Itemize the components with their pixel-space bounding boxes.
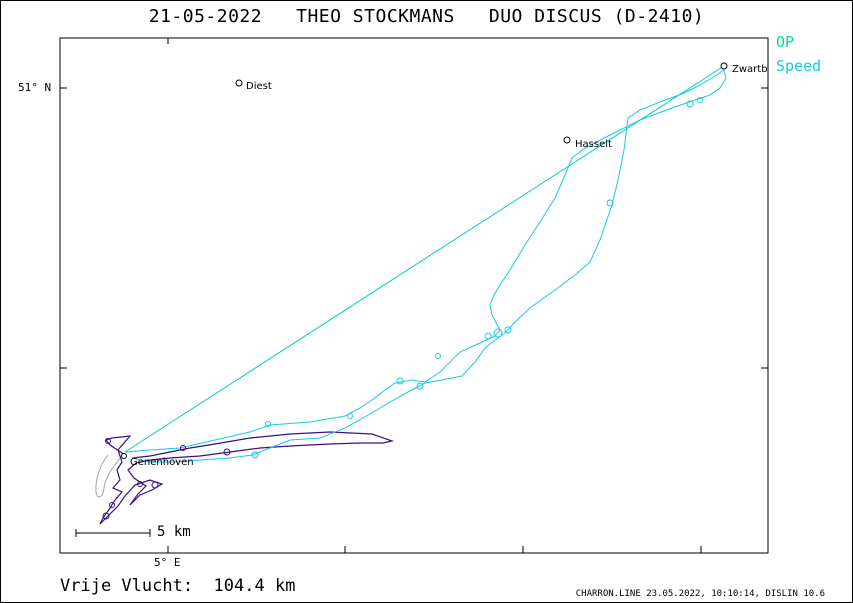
- legend-op: OP: [776, 33, 795, 51]
- place-label-zwartb: Zwartb: [732, 64, 768, 75]
- purple-loops: [102, 438, 231, 520]
- place-marker-zwartb: [720, 62, 728, 70]
- distance-summary: Vrije Vlucht: 104.4 km: [60, 576, 295, 596]
- scale-bar: [75, 529, 151, 537]
- pilot-name: THEO STOCKMANS: [296, 6, 455, 27]
- distance-value: 104.4 km: [213, 576, 296, 596]
- place-label-diest: Diest: [246, 81, 272, 92]
- axis-ticks: [60, 38, 768, 553]
- track-purple: [99, 431, 395, 525]
- map-border: [59, 37, 769, 554]
- footer-info: CHARRON.LINE 23.05.2022, 10:10:14, DISLI…: [575, 589, 825, 599]
- track-gray: [95, 454, 121, 498]
- latitude-label: 51° N: [18, 81, 52, 94]
- legend-speed: Speed: [776, 57, 822, 75]
- place-label-genenhoven: Genenhoven: [130, 457, 194, 468]
- aircraft-name: DUO DISCUS (D-2410): [488, 6, 705, 27]
- task-line: [124, 65, 725, 453]
- turnpoints: Diest Hasselt Zwartb Genenhoven: [121, 62, 768, 468]
- place-marker-diest: [235, 79, 243, 87]
- scale-bar-label: 5 km: [157, 524, 191, 540]
- flight-date: 21-05-2022: [148, 6, 263, 27]
- distance-label: Vrije Vlucht:: [60, 576, 194, 596]
- thermal-loops: [251, 97, 703, 459]
- place-label-hasselt: Hasselt: [575, 139, 612, 150]
- place-marker-genenhoven: [121, 453, 127, 459]
- longitude-label: 5° E: [154, 556, 181, 569]
- track-cyan: [124, 69, 727, 463]
- place-marker-hasselt: [563, 136, 571, 144]
- page-title: 21-05-2022 THEO STOCKMANS DUO DISCUS (D-…: [0, 6, 853, 27]
